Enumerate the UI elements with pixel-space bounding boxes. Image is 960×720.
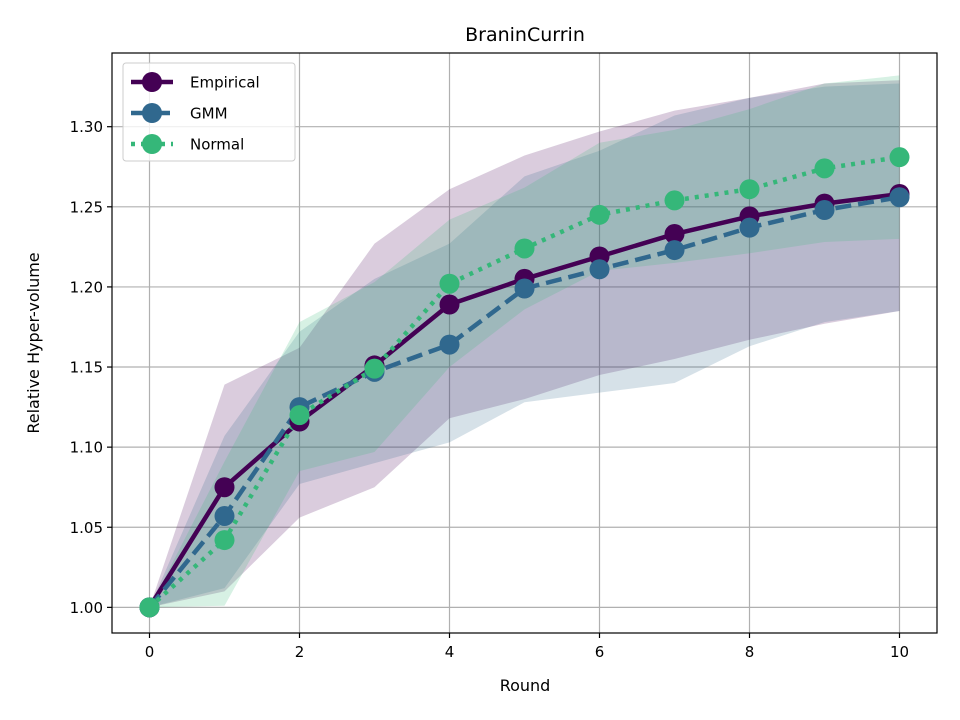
legend-marker-normal	[142, 134, 162, 154]
point-normal	[289, 405, 310, 426]
point-empirical	[664, 224, 685, 245]
point-empirical	[214, 477, 235, 498]
point-normal	[439, 273, 460, 294]
legend: Empirical GMM Normal	[122, 62, 296, 162]
x-tick-label: 6	[595, 643, 605, 661]
y-tick-label: 1.00	[70, 599, 103, 617]
point-normal	[364, 358, 385, 379]
band-gmm	[149, 83, 900, 608]
axis-ticks: 0 2 4 6 8 10 1.00 1.05 1.10 1.15 1.20 1.25 1.30	[70, 118, 909, 661]
y-tick-label: 1.15	[70, 359, 103, 377]
point-gmm	[814, 200, 835, 221]
x-tick-label: 8	[745, 643, 755, 661]
point-normal	[814, 158, 835, 179]
point-gmm	[514, 278, 535, 299]
band-normal	[149, 75, 900, 608]
point-normal	[889, 147, 910, 168]
point-empirical	[439, 294, 460, 315]
point-gmm	[664, 240, 685, 261]
point-normal	[214, 530, 235, 551]
point-normal	[514, 238, 535, 259]
point-gmm	[889, 187, 910, 208]
y-tick-label: 1.30	[70, 118, 103, 136]
legend-label-empirical: Empirical	[190, 74, 260, 92]
legend-marker-gmm	[142, 103, 162, 123]
legend-box	[122, 62, 296, 162]
x-tick-label: 0	[145, 643, 155, 661]
y-axis-label: Relative Hyper-volume	[24, 252, 43, 433]
chart-title: BraninCurrin	[465, 24, 585, 46]
x-tick-label: 10	[890, 643, 909, 661]
confidence-bands	[149, 75, 900, 608]
point-normal	[589, 204, 610, 225]
point-gmm	[589, 259, 610, 280]
point-gmm	[214, 506, 235, 527]
point-normal	[139, 597, 160, 618]
plot-frame	[111, 52, 938, 634]
legend-marker-empirical	[142, 72, 162, 92]
series-points	[139, 147, 910, 618]
y-tick-label: 1.25	[70, 198, 103, 216]
y-tick-label: 1.10	[70, 439, 103, 457]
point-normal	[739, 179, 760, 200]
band-empirical	[149, 80, 900, 608]
point-gmm	[739, 217, 760, 238]
x-axis-label: Round	[500, 676, 551, 695]
y-tick-label: 1.05	[70, 519, 103, 537]
point-gmm	[439, 334, 460, 355]
legend-label-normal: Normal	[190, 136, 244, 154]
y-tick-label: 1.20	[70, 278, 103, 296]
x-tick-label: 4	[445, 643, 455, 661]
legend-label-gmm: GMM	[190, 105, 228, 123]
point-normal	[664, 190, 685, 211]
x-tick-label: 2	[295, 643, 305, 661]
